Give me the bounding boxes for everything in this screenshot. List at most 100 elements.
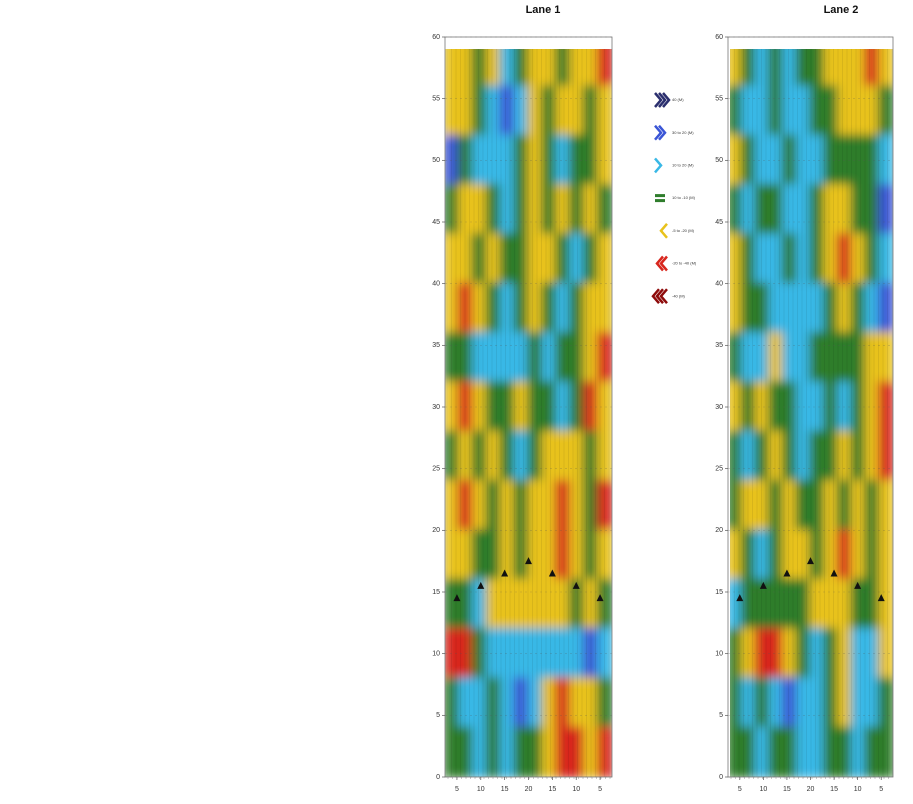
heat-cell bbox=[878, 381, 893, 433]
heat-cell bbox=[730, 628, 743, 680]
heat-cell bbox=[809, 184, 826, 236]
heat-cell bbox=[583, 578, 600, 630]
heat-cell bbox=[768, 49, 784, 88]
heat-cell bbox=[541, 49, 558, 88]
heatmap bbox=[730, 49, 893, 777]
heat-cell bbox=[795, 85, 812, 137]
heat-cell bbox=[527, 332, 544, 384]
heat-cell bbox=[555, 282, 572, 334]
heat-cell bbox=[597, 233, 612, 285]
heat-cell bbox=[513, 134, 530, 186]
heat-cell bbox=[740, 134, 757, 186]
heat-cell bbox=[527, 726, 544, 777]
marker-triangle bbox=[807, 557, 814, 565]
marker-triangle bbox=[854, 581, 862, 589]
heat-cell bbox=[527, 677, 544, 729]
heat-cell bbox=[569, 134, 586, 186]
heat-cell bbox=[527, 233, 544, 285]
heat-cell bbox=[541, 332, 558, 384]
heat-cell bbox=[864, 430, 881, 482]
legend-icon bbox=[659, 222, 668, 239]
y-tick-label: 20 bbox=[432, 527, 440, 534]
y-tick-label: 35 bbox=[715, 342, 723, 349]
heat-cell bbox=[740, 677, 757, 729]
heat-cell bbox=[878, 332, 893, 384]
heat-cell bbox=[809, 282, 826, 334]
y-tick-label: 15 bbox=[715, 589, 723, 596]
heat-cell bbox=[782, 184, 798, 236]
legend-icon bbox=[654, 157, 663, 174]
heat-cell bbox=[471, 480, 488, 532]
heat-cell bbox=[740, 49, 757, 88]
heat-cell bbox=[555, 677, 572, 729]
heat-cell bbox=[782, 430, 798, 482]
marker-triangle bbox=[736, 594, 744, 602]
heat-cell bbox=[597, 628, 612, 680]
heat-cell bbox=[850, 726, 867, 777]
heat-cell bbox=[864, 381, 881, 433]
heat-cell bbox=[768, 529, 784, 581]
heat-cell bbox=[730, 49, 743, 88]
heat-cell bbox=[809, 628, 826, 680]
y-tick-label: 10 bbox=[432, 651, 440, 658]
heat-cell bbox=[740, 381, 757, 433]
marker-triangle bbox=[877, 594, 885, 602]
heat-cell bbox=[740, 726, 757, 777]
heat-cell bbox=[583, 332, 600, 384]
heat-cell bbox=[569, 233, 586, 285]
heat-cell bbox=[597, 529, 612, 581]
heat-cell bbox=[878, 726, 893, 777]
heat-cell bbox=[878, 233, 893, 285]
heat-cell bbox=[499, 85, 516, 137]
legend-chevron bbox=[658, 124, 667, 141]
marker-triangle bbox=[759, 581, 767, 589]
x-tick-label: 5 bbox=[455, 786, 459, 793]
heat-cell bbox=[850, 49, 867, 88]
heat-cell bbox=[782, 628, 798, 680]
heat-cell bbox=[878, 628, 893, 680]
heat-cell bbox=[823, 184, 839, 236]
heat-cell bbox=[569, 726, 586, 777]
heat-cell bbox=[445, 332, 460, 384]
heat-cell bbox=[569, 184, 586, 236]
heat-cell bbox=[499, 49, 516, 88]
heat-cell bbox=[527, 282, 544, 334]
heat-cell bbox=[795, 726, 812, 777]
heat-cell bbox=[768, 233, 784, 285]
heat-cell bbox=[823, 480, 839, 532]
heat-cell bbox=[541, 628, 558, 680]
heat-cell bbox=[471, 332, 488, 384]
heat-cell bbox=[837, 85, 853, 137]
y-tick-label: 20 bbox=[715, 527, 723, 534]
heat-cell bbox=[837, 578, 853, 630]
heat-cell bbox=[795, 529, 812, 581]
heat-cell bbox=[499, 529, 516, 581]
heat-cell bbox=[837, 332, 853, 384]
legend-chevron bbox=[651, 288, 660, 305]
heat-cell bbox=[457, 134, 474, 186]
heat-cell bbox=[569, 628, 586, 680]
heat-cell bbox=[782, 233, 798, 285]
heat-cell bbox=[513, 282, 530, 334]
legend-chevron bbox=[654, 92, 663, 108]
heat-cell bbox=[740, 233, 757, 285]
heat-cell bbox=[768, 430, 784, 482]
heat-cell bbox=[809, 677, 826, 729]
y-tick-label: 45 bbox=[432, 219, 440, 226]
legend-icon bbox=[655, 194, 665, 203]
heat-cell bbox=[583, 184, 600, 236]
heat-cell bbox=[499, 134, 516, 186]
heat-cell bbox=[485, 677, 502, 729]
heat-cell bbox=[823, 529, 839, 581]
heat-cell bbox=[878, 529, 893, 581]
heat-cell bbox=[485, 49, 502, 88]
heat-cell bbox=[457, 628, 474, 680]
heat-cell bbox=[850, 184, 867, 236]
heat-cell bbox=[513, 628, 530, 680]
heat-cell bbox=[597, 677, 612, 729]
heat-cell bbox=[569, 677, 586, 729]
heat-cell bbox=[837, 381, 853, 433]
heat-cell bbox=[768, 282, 784, 334]
heat-cell bbox=[864, 49, 881, 88]
